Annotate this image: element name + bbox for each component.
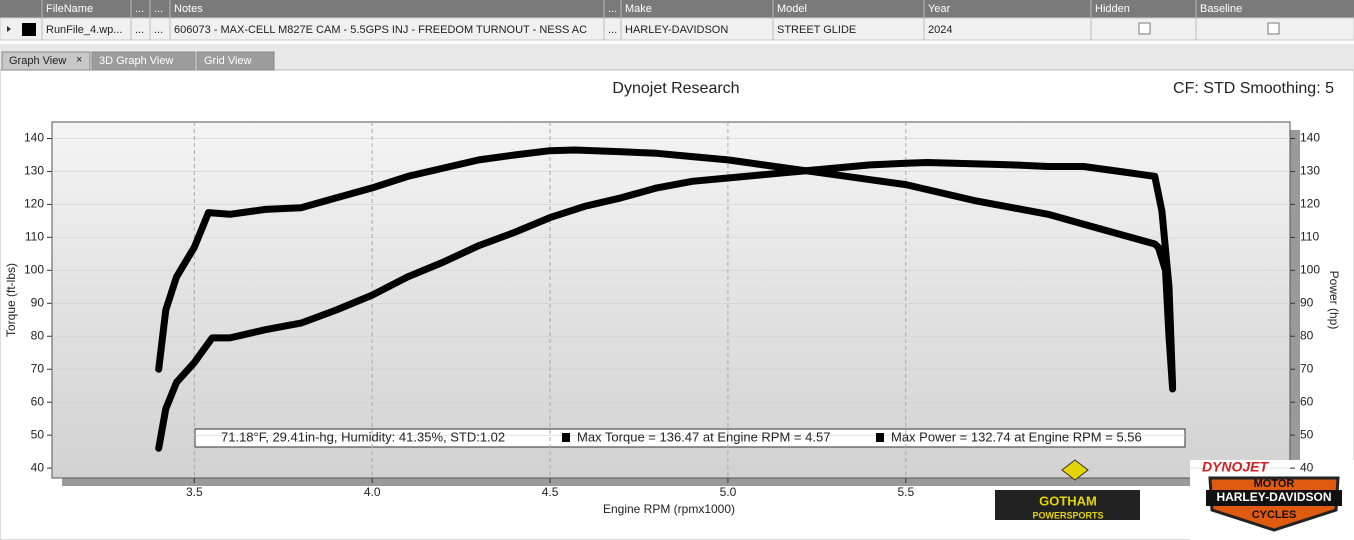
- column-header[interactable]: Hidden: [1095, 3, 1130, 15]
- logo-text: DYNOJET: [1202, 459, 1270, 475]
- gotham-emblem: [1061, 459, 1089, 481]
- annotation: 71.18°F, 29.41in-hg, Humidity: 41.35%, S…: [221, 429, 505, 444]
- y-tick-label: 90: [31, 295, 45, 309]
- tab[interactable]: [91, 51, 196, 71]
- logo-text: HARLEY-DAVIDSON: [1216, 490, 1331, 504]
- table-cell: RunFile_4.wp...: [46, 24, 122, 36]
- table-cell: STREET GLIDE: [777, 24, 856, 36]
- y-tick-label: 40: [31, 460, 45, 474]
- column-header[interactable]: Model: [777, 3, 807, 15]
- legend-label: Max Torque = 136.47 at Engine RPM = 4.57: [577, 429, 830, 444]
- y2-tick-label: 90: [1300, 295, 1314, 309]
- harley-bar: [1206, 490, 1342, 506]
- legend-swatch: [562, 433, 570, 442]
- chart-subtitle: CF: STD Smoothing: 5: [1173, 80, 1334, 97]
- column-header[interactable]: Year: [928, 3, 951, 15]
- y-tick-label: 50: [31, 427, 45, 441]
- column-header[interactable]: ...: [135, 3, 144, 15]
- y2-tick-label: 80: [1300, 328, 1314, 342]
- column-header[interactable]: ...: [154, 3, 163, 15]
- row-indicator: [7, 26, 11, 32]
- y2-tick-label: 50: [1300, 427, 1314, 441]
- y2-tick-label: 110: [1300, 230, 1319, 244]
- x-tick-label: 5.5: [897, 485, 914, 499]
- x-tick-label: 3.5: [186, 485, 203, 499]
- table-cell: 606073 - MAX-CELL M827E CAM - 5.5GPS INJ…: [174, 24, 587, 36]
- hidden-checkbox[interactable]: [1138, 22, 1151, 35]
- table-cell: HARLEY-DAVIDSON: [625, 24, 728, 36]
- y-tick-label: 140: [24, 131, 44, 145]
- tab[interactable]: [1, 51, 91, 71]
- column-header[interactable]: ...: [608, 3, 617, 15]
- table-cell: 2024: [928, 24, 952, 36]
- color-swatch: [22, 23, 36, 36]
- y2-tick-label: 130: [1300, 164, 1320, 178]
- y2-tick-label: 70: [1300, 361, 1314, 375]
- plot-area: [51, 121, 1291, 479]
- logo-text: CYCLES: [1252, 509, 1297, 521]
- tab-label[interactable]: Grid View: [204, 55, 252, 67]
- y-tick-label: 80: [31, 328, 45, 342]
- table-cell: ...: [154, 24, 163, 36]
- y2-tick-label: 120: [1300, 197, 1320, 211]
- logo-text: POWERSPORTS: [1032, 510, 1103, 520]
- tab-close[interactable]: ×: [76, 54, 82, 66]
- x-tick-label: 4.5: [542, 485, 559, 499]
- x-tick-label: 4.0: [364, 485, 381, 499]
- table-cell: ...: [135, 24, 144, 36]
- y2-tick-label: 60: [1300, 394, 1314, 408]
- legend-label: Max Power = 132.74 at Engine RPM = 5.56: [891, 429, 1142, 444]
- y2-tick-label: 100: [1300, 263, 1320, 277]
- legend-swatch: [876, 433, 884, 442]
- tab-label[interactable]: Graph View: [9, 55, 66, 67]
- info-box: [194, 428, 1186, 448]
- gotham-logo: [995, 490, 1140, 520]
- table-row[interactable]: [0, 17, 1354, 41]
- y-tick-label: 70: [31, 361, 45, 375]
- y2-tick-label: 140: [1300, 131, 1320, 145]
- series-line: [155, 146, 1177, 393]
- y-tick-label: 60: [31, 394, 45, 408]
- table-cell: ...: [608, 24, 617, 36]
- y2-axis-label: Power (hp): [1327, 271, 1341, 330]
- column-header[interactable]: Notes: [174, 3, 203, 15]
- y-tick-label: 120: [24, 197, 44, 211]
- chart-title: Dynojet Research: [612, 80, 739, 97]
- baseline-checkbox[interactable]: [1267, 22, 1280, 35]
- y-axis-label: Torque (ft-lbs): [4, 263, 18, 337]
- logo-text: MOTOR: [1254, 478, 1295, 490]
- y-tick-label: 130: [24, 164, 44, 178]
- tab-label[interactable]: 3D Graph View: [99, 55, 173, 67]
- logo-text: GOTHAM: [1039, 493, 1097, 508]
- y-tick-label: 100: [24, 263, 44, 277]
- column-header[interactable]: Make: [625, 3, 652, 15]
- y2-tick-label: 40: [1300, 460, 1314, 474]
- column-header[interactable]: FileName: [46, 3, 93, 15]
- series-line: [155, 159, 1177, 452]
- tab[interactable]: [196, 51, 275, 71]
- x-tick-label: 5.0: [720, 485, 737, 499]
- x-axis-label: Engine RPM (rpmx1000): [603, 502, 735, 516]
- y-tick-label: 110: [25, 230, 44, 244]
- column-header[interactable]: Baseline: [1200, 3, 1242, 15]
- table-header: [0, 0, 1354, 18]
